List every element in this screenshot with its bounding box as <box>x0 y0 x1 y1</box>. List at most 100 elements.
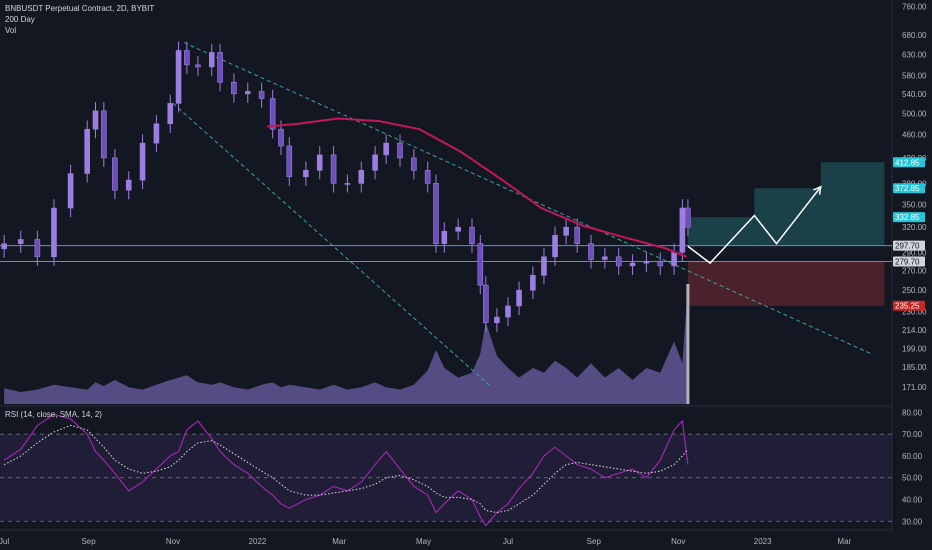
time-tick-label: Jul <box>0 537 9 546</box>
volume-legend[interactable]: Vol <box>5 26 17 35</box>
candle-body <box>258 91 265 99</box>
candle-body <box>563 226 569 236</box>
price-tick-label: 350.00 <box>902 200 927 209</box>
price-tag-bg <box>893 300 925 311</box>
candle-body <box>424 170 431 184</box>
price-tag-bg <box>893 212 925 223</box>
target-zone <box>820 162 885 246</box>
price-tag-bg <box>893 256 925 267</box>
candle-body <box>51 207 57 258</box>
candle-body <box>195 64 201 68</box>
candle-body <box>441 230 448 244</box>
rsi-tick-label: 80.00 <box>902 408 923 417</box>
candle-body <box>17 239 24 244</box>
price-tick-label: 171.00 <box>902 383 927 392</box>
price-tag-label: 279.70 <box>895 258 920 267</box>
price-tag-bg <box>893 183 925 194</box>
price-tags: 412.85 372.85 332.85 297.70 279.70 235.25 <box>893 157 925 311</box>
time-tick-label: 2023 <box>754 537 772 546</box>
candle-body <box>483 284 489 324</box>
price-tick-label: 680.00 <box>902 31 927 40</box>
candle-body <box>184 50 190 66</box>
price-tick-label: 199.00 <box>902 344 927 353</box>
price-tag-label: 297.70 <box>895 242 920 251</box>
candle-body <box>208 52 215 68</box>
candle-body <box>112 157 118 191</box>
price-tick-label: 630.00 <box>902 50 927 59</box>
price-tag-bg <box>893 240 925 251</box>
candle-body <box>286 145 293 178</box>
candle-body <box>433 183 439 244</box>
price-tag-label: 412.85 <box>895 158 920 167</box>
candle-body <box>588 243 594 260</box>
candle-body <box>269 98 276 130</box>
candle-body <box>101 110 107 159</box>
candle-body <box>477 243 484 286</box>
rsi-tick-label: 60.00 <box>902 452 923 461</box>
candle-body <box>397 142 403 159</box>
projection-path-group <box>687 185 822 265</box>
candle-body <box>153 123 160 144</box>
price-tick-label: 580.00 <box>902 72 927 81</box>
candle-body <box>231 81 237 95</box>
rsi-tick-label: 50.00 <box>902 474 923 483</box>
price-candles <box>1 41 691 332</box>
rsi-tick-label: 30.00 <box>902 517 923 526</box>
price-tag-bg <box>893 157 925 168</box>
ma-line-group <box>267 117 687 258</box>
target-zone <box>687 217 755 246</box>
candle-body <box>372 154 378 171</box>
rsi-band <box>0 434 892 522</box>
support-levels <box>0 245 892 263</box>
candle-body <box>552 235 558 258</box>
volume-area <box>4 284 688 404</box>
candle-body <box>167 103 174 125</box>
candle-body <box>67 173 74 209</box>
volume-bars <box>4 284 690 404</box>
candle-body <box>34 239 41 258</box>
rsi-tick-label: 70.00 <box>902 430 923 439</box>
candle-body <box>685 207 691 228</box>
volume-bar-last <box>686 284 690 404</box>
rsi-line <box>3 413 689 527</box>
stop-zone <box>687 261 885 306</box>
price-tick-label: 320.00 <box>902 223 927 232</box>
candle-body <box>469 226 475 244</box>
time-tick-label: Nov <box>671 537 685 546</box>
candle-body <box>344 183 351 185</box>
price-tag-label: 372.85 <box>895 184 920 193</box>
candle-body <box>615 256 622 267</box>
candle-body <box>602 256 608 260</box>
candle-body <box>175 50 182 104</box>
candle-body <box>383 142 389 156</box>
candle-body <box>244 91 251 95</box>
symbol-legend[interactable]: BNBUSDT Perpetual Contract, 2D, BYBIT <box>5 4 155 13</box>
price-tick-label: 250.00 <box>902 286 927 295</box>
candle-body <box>330 154 337 184</box>
candle-body <box>217 52 223 83</box>
candle-body <box>92 110 99 130</box>
candle-body <box>530 275 536 291</box>
rsi-legend[interactable]: RSI (14, close, SMA, 14, 2) <box>5 410 102 419</box>
projection-arrowhead <box>813 185 822 195</box>
time-tick-label: Mar <box>837 537 851 546</box>
candle-body <box>671 252 677 267</box>
candle-body <box>679 207 686 253</box>
price-tick-label: 760.00 <box>902 3 927 12</box>
candle-body <box>516 289 522 307</box>
candle-body <box>505 305 511 318</box>
time-axis[interactable]: Jul Sep Nov 2022 Mar May Jul Sep Nov 2023 Mar <box>0 537 852 546</box>
price-tag-label: 332.85 <box>895 213 920 222</box>
candle-body <box>455 226 461 232</box>
candle-body <box>574 226 580 244</box>
time-tick-label: Sep <box>81 537 96 546</box>
candle-body <box>358 170 365 184</box>
candle-body <box>316 154 323 171</box>
time-tick-label: Sep <box>587 537 602 546</box>
rsi-pane <box>0 413 892 527</box>
price-tick-label: 460.00 <box>902 131 927 140</box>
ma-legend[interactable]: 200 Day <box>5 15 35 24</box>
candle-body <box>84 128 91 174</box>
time-tick-label: May <box>416 537 431 546</box>
